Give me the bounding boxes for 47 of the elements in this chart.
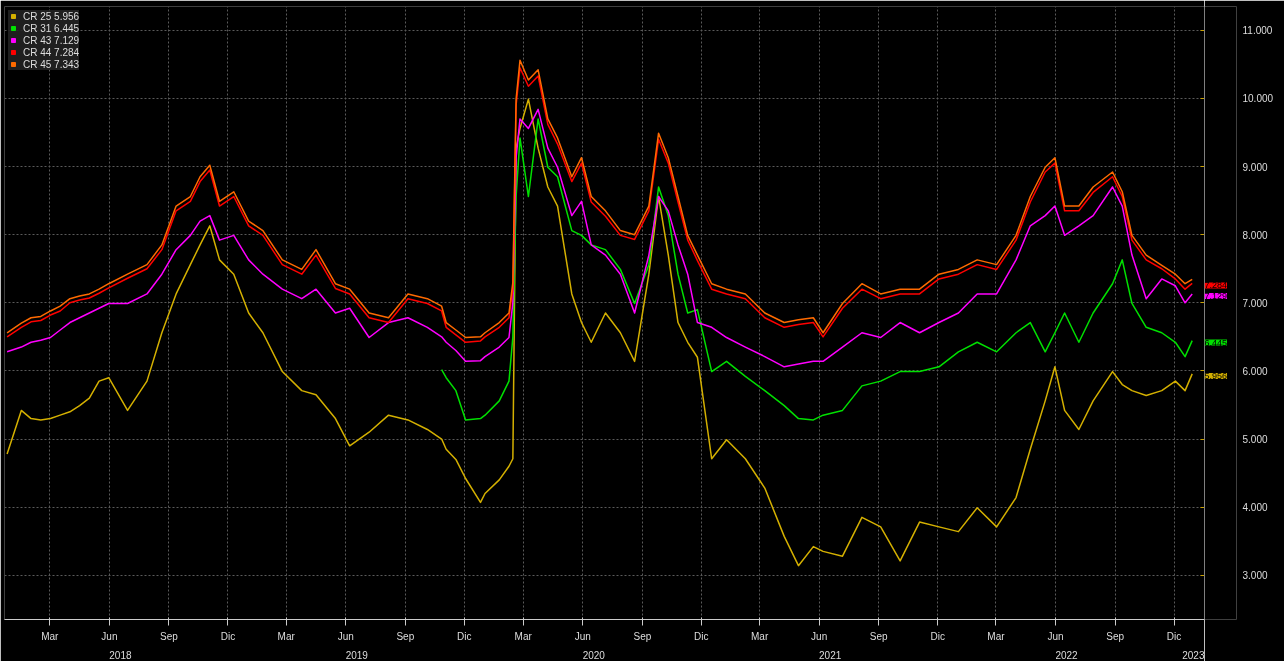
y-tick-label: 6.000	[1242, 365, 1268, 377]
x-tick-label: Sep	[869, 630, 889, 642]
legend-label: CR 45 7.343	[23, 58, 80, 70]
y-tick-label: 5.000	[1242, 434, 1268, 446]
x-tick-label: Dic	[220, 630, 236, 642]
x-tick-label: Jun	[337, 630, 354, 642]
x-tick-label: Dic	[1166, 630, 1182, 642]
legend-label: CR 44 7.284	[23, 46, 80, 58]
line-series	[440, 118, 1193, 421]
x-tick-label: Dic	[694, 630, 709, 642]
data-label: 7.129	[1204, 291, 1228, 301]
x-tick-label: Mar	[987, 630, 1006, 642]
x2-tick-label: 2018	[109, 649, 132, 661]
x-tick-label: Jun	[101, 630, 118, 642]
line-series	[6, 98, 1193, 567]
y-tick-label: 4.000	[1242, 502, 1268, 514]
x2-tick-label: 2022	[1055, 649, 1079, 661]
legend-label: CR 43 7.129	[23, 34, 80, 46]
x-tick-label: Jun	[811, 630, 828, 642]
data-label: 6.445	[1204, 337, 1228, 348]
x-tick-label: Sep	[160, 630, 179, 642]
y-tick-label: 10.000	[1242, 93, 1274, 105]
x2-tick-label: 2023	[1182, 649, 1205, 661]
data-label: 5.956	[1204, 370, 1228, 381]
x-tick-label: Jun	[1047, 630, 1064, 642]
x-tick-label: Dic	[930, 630, 945, 642]
x2-tick-label: 2019	[345, 649, 369, 661]
x-tick-label: Mar	[41, 630, 60, 642]
x2-tick-label: 2020	[582, 649, 606, 661]
x-tick-label: Sep	[1106, 630, 1125, 642]
x2-tick-label: 2021	[819, 649, 842, 661]
y-tick-label: 8.000	[1242, 229, 1268, 241]
data-label: 7.284	[1204, 280, 1228, 291]
x-tick-label: Mar	[277, 630, 296, 642]
legend-label: CR 25 5.956	[23, 10, 80, 22]
y-tick-label: 9.000	[1242, 161, 1268, 173]
x-tick-label: Sep	[396, 630, 415, 642]
x-tick-label: Dic	[457, 630, 472, 642]
x-tick-label: Mar	[750, 630, 769, 642]
x-tick-label: Jun	[574, 630, 591, 642]
x-tick-label: Sep	[633, 630, 652, 642]
legend-label: CR 31 6.445	[23, 22, 80, 34]
x-tick-label: Mar	[514, 630, 533, 642]
y-tick-label: 11.000	[1242, 25, 1273, 37]
y-tick-label: 7.000	[1242, 297, 1268, 309]
y-tick-label: 3.000	[1242, 570, 1268, 582]
line-series	[6, 108, 1193, 368]
